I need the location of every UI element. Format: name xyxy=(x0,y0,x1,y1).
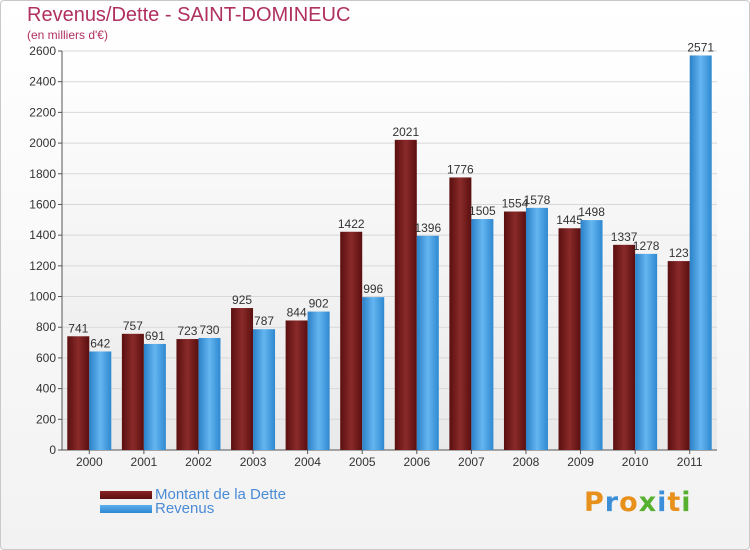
bar-dette xyxy=(231,308,254,450)
bar-dette xyxy=(667,261,690,450)
bar-dette xyxy=(121,333,144,450)
bar-revenus xyxy=(307,311,330,450)
logo-letter: i xyxy=(681,487,692,518)
x-tick-label: 2004 xyxy=(294,455,321,469)
y-tick-label: 1800 xyxy=(29,167,56,181)
bar-dette xyxy=(613,244,636,450)
x-tick-label: 2001 xyxy=(131,455,158,469)
data-label-dette: 1422 xyxy=(338,217,365,231)
logo-letter: x xyxy=(638,487,658,518)
data-label-revenus: 1498 xyxy=(578,205,605,219)
data-label-dette: 925 xyxy=(232,293,252,307)
data-label-revenus: 691 xyxy=(145,329,165,343)
x-tick-label: 2010 xyxy=(622,455,649,469)
bar-revenus xyxy=(416,235,439,450)
bar-revenus xyxy=(362,297,385,450)
x-tick-label: 2009 xyxy=(567,455,594,469)
bar-dette xyxy=(176,339,199,450)
y-tick-label: 400 xyxy=(36,382,56,396)
bar-dette xyxy=(394,139,417,450)
proxiti-logo: Proxiti xyxy=(584,487,692,518)
logo-letter: t xyxy=(667,487,682,518)
x-tick-label: 2005 xyxy=(349,455,376,469)
plot-area xyxy=(62,51,717,450)
x-tick-label: 2008 xyxy=(513,455,540,469)
data-label-revenus: 996 xyxy=(363,282,383,296)
y-tick-label: 600 xyxy=(36,351,56,365)
data-label-dette: 844 xyxy=(287,305,307,319)
y-tick-label: 800 xyxy=(36,320,56,334)
data-label-revenus: 1578 xyxy=(524,193,551,207)
y-tick-label: 2000 xyxy=(29,136,56,150)
y-tick-label: 2400 xyxy=(29,75,56,89)
y-tick-label: 2600 xyxy=(29,44,56,58)
data-label-dette: 757 xyxy=(123,319,143,333)
bar-dette xyxy=(449,177,472,450)
logo-letter: r xyxy=(604,487,620,518)
data-label-dette: 1445 xyxy=(556,213,583,227)
data-label-revenus: 787 xyxy=(254,314,274,328)
data-label-revenus: 642 xyxy=(90,336,110,350)
x-tick-label: 2011 xyxy=(677,455,703,469)
legend-item-revenus: Revenus xyxy=(100,500,214,517)
x-tick-label: 2000 xyxy=(76,455,103,469)
y-tick-label: 1400 xyxy=(29,228,56,242)
bar-revenus xyxy=(635,253,658,450)
bar-dette xyxy=(285,320,308,450)
x-tick-label: 2006 xyxy=(403,455,430,469)
bar-revenus xyxy=(580,220,603,450)
data-label-dette: 1554 xyxy=(502,197,529,211)
bar-revenus xyxy=(198,337,221,450)
logo-letter: P xyxy=(584,487,605,518)
data-label-dette: 1337 xyxy=(611,230,638,244)
logo-letter: o xyxy=(619,487,639,518)
x-tick-label: 2007 xyxy=(458,455,485,469)
y-tick-label: 1200 xyxy=(29,259,56,273)
bar-dette xyxy=(503,211,526,450)
data-label-revenus: 1278 xyxy=(633,239,660,253)
data-label-dette: 123 xyxy=(669,246,689,260)
bar-revenus xyxy=(525,207,548,450)
y-tick-label: 1000 xyxy=(29,290,56,304)
legend-item-dette: Montant de la Dette xyxy=(100,486,286,503)
y-tick-label: 0 xyxy=(49,443,56,457)
bar-dette xyxy=(558,228,581,450)
bar-revenus xyxy=(253,329,276,450)
data-label-dette: 2021 xyxy=(392,125,419,139)
chart-subtitle: (en milliers d'€) xyxy=(27,28,108,42)
data-label-revenus: 902 xyxy=(309,297,329,311)
bar-dette xyxy=(67,336,90,450)
bar-dette xyxy=(340,231,363,450)
data-label-dette: 741 xyxy=(68,321,88,335)
legend-label-dette: Montant de la Dette xyxy=(155,486,286,503)
bar-revenus xyxy=(471,219,494,450)
data-label-dette: 1776 xyxy=(447,162,474,176)
x-tick-label: 2002 xyxy=(185,455,212,469)
data-label-revenus: 2571 xyxy=(687,40,714,54)
legend-label-revenus: Revenus xyxy=(155,500,215,517)
y-tick-label: 1600 xyxy=(29,197,56,211)
bar-revenus xyxy=(689,55,712,451)
legend-swatch-dette xyxy=(100,490,152,499)
data-label-revenus: 730 xyxy=(199,323,219,337)
data-label-dette: 723 xyxy=(177,324,197,338)
y-tick-label: 2200 xyxy=(29,105,56,119)
chart-title: Revenus/Dette - SAINT-DOMINEUC xyxy=(27,4,351,26)
logo-letter: i xyxy=(657,487,668,518)
x-tick-label: 2003 xyxy=(240,455,267,469)
y-tick-label: 200 xyxy=(36,412,56,426)
bar-revenus xyxy=(89,351,112,450)
bar-revenus xyxy=(143,343,166,450)
legend-swatch-revenus xyxy=(100,504,152,513)
data-label-revenus: 1505 xyxy=(469,204,496,218)
data-label-revenus: 1396 xyxy=(414,221,441,235)
